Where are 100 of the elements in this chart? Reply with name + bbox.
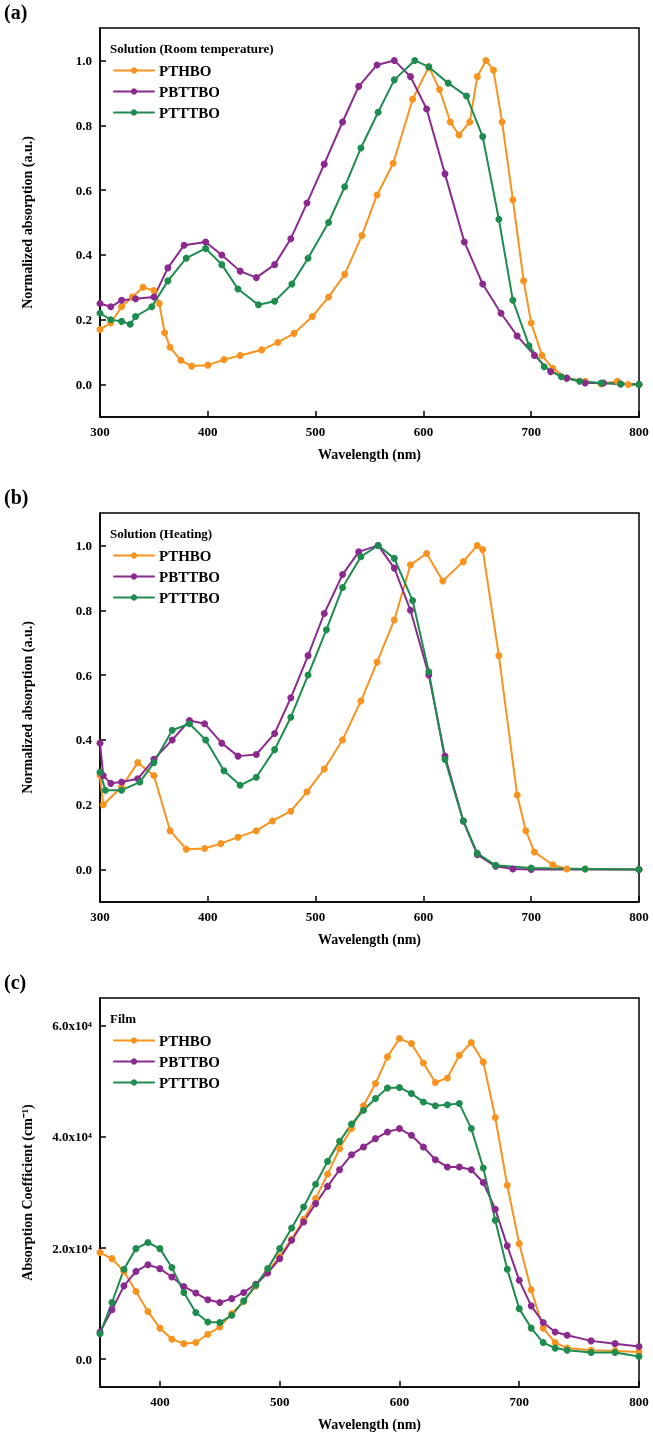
point (252, 274, 260, 282)
point (395, 1083, 403, 1091)
point (304, 254, 312, 262)
point (132, 1287, 140, 1295)
point (126, 320, 134, 328)
point (563, 865, 571, 873)
point (185, 720, 193, 728)
point (509, 296, 517, 304)
point (120, 1282, 128, 1290)
point (383, 1128, 391, 1136)
point (325, 219, 333, 226)
text: (a) (4, 1, 28, 24)
point (276, 1245, 284, 1253)
point (551, 1344, 559, 1352)
point (339, 736, 347, 744)
point (218, 251, 226, 259)
point (515, 1276, 523, 1284)
point (466, 118, 474, 126)
point (180, 241, 188, 249)
legend-title: Solution (Heating) (110, 526, 213, 541)
x-axis-title: Wavelength (nm) (317, 1416, 422, 1433)
point (180, 1289, 188, 1297)
point (336, 1145, 344, 1153)
y-tick-label: 0.4 (75, 732, 93, 748)
point (118, 296, 126, 304)
point (360, 1106, 368, 1114)
point (322, 626, 330, 634)
point (540, 363, 548, 371)
point (509, 196, 517, 204)
point (108, 1299, 116, 1307)
point (527, 319, 535, 327)
point (118, 778, 126, 786)
point (320, 609, 328, 617)
point (96, 768, 104, 776)
point (551, 1328, 559, 1336)
point (436, 86, 444, 94)
point (443, 1163, 451, 1171)
point (491, 1205, 499, 1213)
point (228, 1295, 236, 1303)
point (254, 301, 262, 309)
point (268, 817, 276, 825)
point (180, 1340, 188, 1348)
point (576, 377, 584, 385)
point (150, 759, 158, 767)
y-tick-label: 4.0x10⁴ (52, 1129, 93, 1145)
point (513, 791, 521, 799)
point (287, 235, 295, 243)
point (527, 1286, 535, 1294)
point (324, 1170, 332, 1178)
point (491, 1113, 499, 1121)
point (520, 277, 528, 285)
point (201, 720, 209, 728)
point (455, 1163, 463, 1171)
point (479, 1164, 487, 1172)
point (624, 381, 632, 389)
x-tick-label: 300 (90, 909, 110, 924)
point (182, 254, 190, 262)
point (156, 1324, 164, 1332)
y-axis-title: Absorption Coefficient (cm⁻¹) (19, 1103, 36, 1281)
x-tick-label: 300 (90, 424, 110, 439)
point (204, 361, 212, 369)
point (336, 1137, 344, 1145)
point (348, 1151, 356, 1159)
point (479, 546, 487, 554)
point (336, 1166, 344, 1174)
text: (b) (4, 486, 29, 509)
point (411, 56, 419, 64)
point (339, 584, 347, 592)
legend-label: PTHBO (159, 1032, 212, 1049)
legend-label: PTHBO (159, 547, 212, 564)
point (132, 1245, 140, 1253)
y-tick-label: 0.0 (75, 862, 92, 878)
point (150, 287, 158, 295)
legend-label: PTTTBO (159, 589, 220, 606)
point (201, 845, 209, 853)
point (372, 1135, 379, 1143)
point (395, 1035, 403, 1043)
point (455, 1100, 463, 1108)
point (274, 338, 282, 346)
point (395, 1125, 403, 1133)
point (312, 1200, 320, 1208)
point (288, 1224, 296, 1232)
point (139, 283, 147, 291)
point (161, 329, 169, 337)
point (355, 82, 363, 90)
point (204, 1318, 212, 1326)
point (419, 1059, 427, 1067)
point (144, 1239, 152, 1247)
point (358, 231, 366, 239)
point (168, 1335, 176, 1343)
point (107, 779, 115, 787)
point (482, 56, 490, 64)
point (407, 1090, 415, 1098)
point (96, 300, 104, 308)
point (635, 1342, 643, 1350)
legend-title: Film (110, 1011, 137, 1026)
point (530, 351, 538, 359)
point (324, 1157, 332, 1165)
point (312, 1180, 320, 1188)
y-axis-title: Normalized absorption (a.u.) (19, 135, 36, 309)
